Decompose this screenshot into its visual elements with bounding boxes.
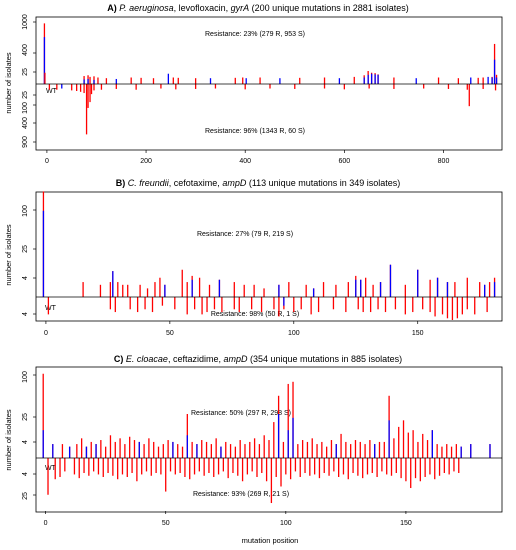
panel-c-resistance-down: Resistance: 93% (269 R, 21 S) <box>193 491 289 498</box>
panel-a-ytick-label: 25 <box>22 91 29 99</box>
panel-a-ytick-label: 900 <box>22 136 29 148</box>
panel-a: A) P. aeruginosa, levofloxacin, gyrA (20… <box>4 3 503 165</box>
panel-c: C) E. cloacae, ceftazidime, ampD (354 un… <box>4 354 503 527</box>
panel-c-resistance-up: Resistance: 50% (297 R, 298 S) <box>191 410 291 417</box>
panel-c-ytick-label: 25 <box>22 413 29 421</box>
panel-a-wt-label: WT <box>46 88 58 95</box>
panel-b-xtick-label: 100 <box>288 330 300 337</box>
panel-c-ytick-label: 25 <box>22 492 29 500</box>
panel-b-ytick-label: 4 <box>22 276 29 280</box>
panel-c-wt-label: WT <box>45 465 57 472</box>
panel-c-xtick-label: 50 <box>162 520 170 527</box>
x-axis-label: mutation position <box>242 536 299 545</box>
panel-b-resistance-down: Resistance: 98% (50 R, 1 S) <box>211 311 299 318</box>
panel-a-ytick-label: 400 <box>22 44 29 56</box>
panel-c-xtick-label: 150 <box>400 520 412 527</box>
panel-a-xtick-label: 0 <box>45 158 49 165</box>
panel-a-ytick-label: 400 <box>22 117 29 129</box>
panel-a-xtick-label: 600 <box>339 158 351 165</box>
panel-c-bars <box>42 373 491 504</box>
panel-a-ylabel: number of isolates <box>4 52 13 114</box>
panel-b-xtick-label: 50 <box>166 330 174 337</box>
panel-b-ytick-label: 4 <box>22 312 29 316</box>
panel-c-xtick-label: 0 <box>44 520 48 527</box>
panel-b: B) C. freundii, cefotaxime, ampD (113 un… <box>4 178 503 337</box>
panel-a-resistance-up: Resistance: 23% (279 R, 953 S) <box>205 31 305 38</box>
panel-c-ytick-label: 4 <box>22 472 29 476</box>
panel-b-ytick-label: 25 <box>22 245 29 253</box>
panel-a-xtick-label: 800 <box>438 158 450 165</box>
panel-c-ytick-label: 4 <box>22 440 29 444</box>
panel-c-ytick-label: 100 <box>22 371 29 383</box>
panel-c-frame <box>35 366 503 513</box>
panel-b-xticks <box>45 321 419 324</box>
panel-b-xtick-label: 150 <box>412 330 424 337</box>
panel-a-ytick-label: 100 <box>22 102 29 114</box>
panel-a-xtick-label: 400 <box>239 158 251 165</box>
panel-a-frame <box>35 16 503 151</box>
panel-b-xtick-label: 0 <box>44 330 48 337</box>
panel-a-xtick-label: 200 <box>140 158 152 165</box>
panel-b-bars <box>42 191 496 320</box>
panel-c-xticks <box>45 511 407 514</box>
panel-a-ytick-label: 1000 <box>22 14 29 30</box>
panel-a-bars <box>43 23 498 135</box>
panel-c-xtick-label: 100 <box>280 520 292 527</box>
panel-b-frame <box>35 191 503 322</box>
panel-b-ytick-label: 100 <box>22 205 29 217</box>
panel-a-ytick-label: 25 <box>22 68 29 76</box>
panel-c-ylabel: number of isolates <box>4 409 13 471</box>
panel-b-resistance-up: Resistance: 27% (79 R, 219 S) <box>197 231 293 238</box>
panel-b-ylabel: number of isolates <box>4 224 13 286</box>
panel-a-title: A) P. aeruginosa, levofloxacin, gyrA (20… <box>107 3 409 13</box>
panel-a-resistance-down: Resistance: 96% (1343 R, 60 S) <box>205 128 305 135</box>
panel-c-title: C) E. cloacae, ceftazidime, ampD (354 un… <box>114 354 402 364</box>
panel-b-title: B) C. freundii, cefotaxime, ampD (113 un… <box>116 178 401 188</box>
panel-b-wt-label: WT <box>45 305 57 312</box>
panel-a-xticks <box>46 150 444 153</box>
